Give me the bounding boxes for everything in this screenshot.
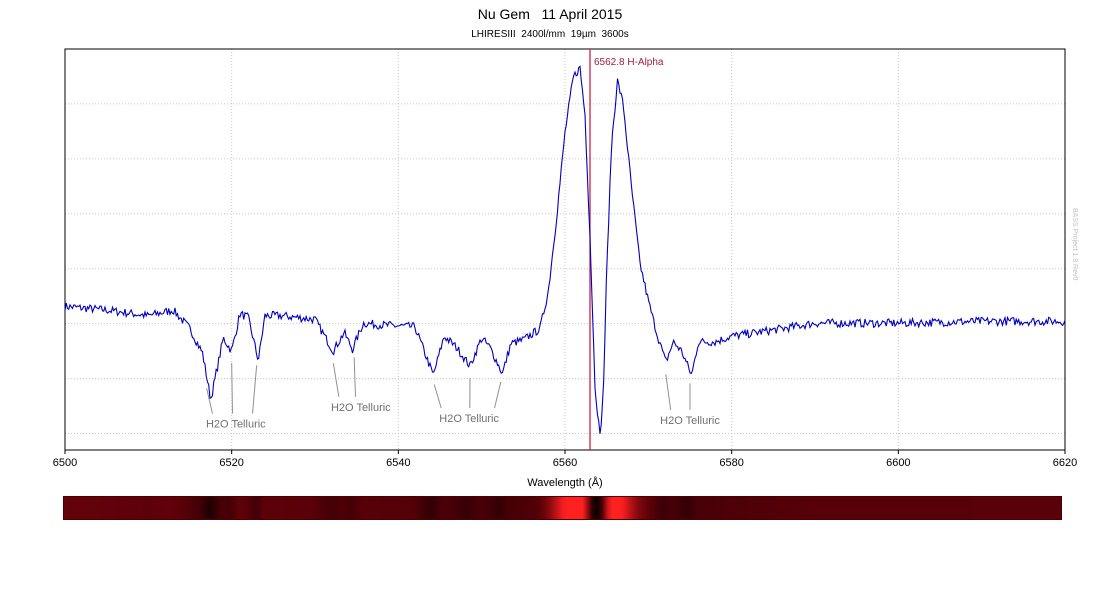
telluric-label: H2O Telluric bbox=[439, 413, 499, 425]
annotation-leader-line bbox=[231, 363, 233, 414]
synthetic-spectrum-strip bbox=[63, 496, 1062, 520]
h-alpha-label: 6562.8 H-Alpha bbox=[594, 57, 664, 68]
h-alpha-marker: 6562.8 H-Alpha bbox=[589, 49, 664, 450]
annotation-leader-line bbox=[433, 384, 442, 409]
telluric-annotations: H2O Telluric H2O Telluric H2O Telluric H2O … bbox=[206, 357, 720, 431]
annotation-leader-line bbox=[332, 363, 340, 397]
telluric-label: H2O Telluric bbox=[331, 402, 391, 414]
spectrum-series bbox=[64, 65, 1066, 434]
software-watermark: BASS Project 1.9 Rev0 bbox=[1071, 208, 1078, 280]
annotation-leader-line bbox=[494, 381, 502, 409]
x-axis: 6500 6520 6540 6560 6580 6600 6620 bbox=[53, 450, 1077, 469]
telluric-label: H2O Telluric bbox=[206, 419, 266, 431]
x-tick-label: 6600 bbox=[886, 457, 910, 469]
x-tick-label: 6560 bbox=[553, 457, 577, 469]
x-tick-label: 6620 bbox=[1053, 457, 1077, 469]
x-tick-label: 6540 bbox=[386, 457, 410, 469]
annotation-leader-line bbox=[353, 357, 356, 397]
x-tick-label: 6500 bbox=[53, 457, 77, 469]
telluric-label: H2O Telluric bbox=[660, 415, 720, 427]
spectrum-line bbox=[64, 65, 1066, 434]
x-axis-label: Wavelength (Å) bbox=[527, 476, 602, 489]
x-tick-label: 6520 bbox=[219, 457, 243, 469]
chart-subtitle: LHIRESIII 2400l/mm 19µm 3600s bbox=[471, 29, 629, 40]
chart-title: Nu Gem 11 April 2015 bbox=[477, 6, 623, 22]
annotation-leader-line bbox=[665, 374, 672, 410]
annotation-leader-line bbox=[252, 365, 258, 414]
annotation-leader-line bbox=[206, 388, 213, 414]
x-tick-label: 6580 bbox=[719, 457, 743, 469]
grid-lines bbox=[65, 49, 1065, 450]
